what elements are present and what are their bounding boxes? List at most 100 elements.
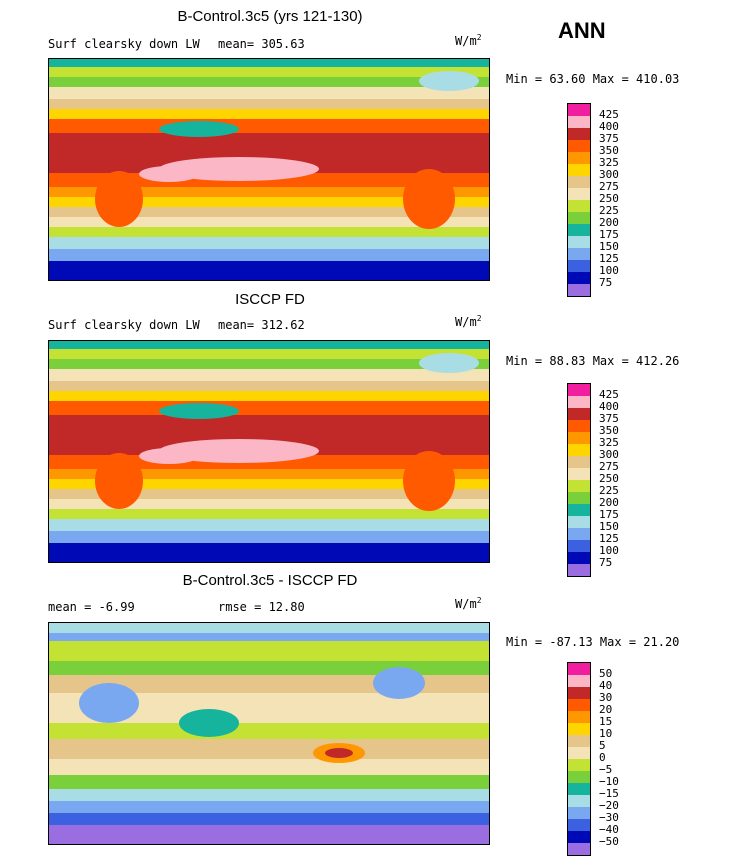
colorbar-tick-label: 200 [599,216,619,229]
colorbar-swatch [568,188,590,200]
field-band [49,739,489,759]
colorbar-tick-label: 40 [599,679,613,692]
colorbar-swatch [568,128,590,140]
colorbar-tick-label: 275 [599,180,619,193]
field-feature [159,403,239,419]
field-band [49,633,489,641]
field-band [49,531,489,543]
panel-2-variable-label: Surf clearsky down LW [48,318,200,332]
colorbar-swatch [568,384,590,396]
panel-1-map [48,58,490,281]
field-band [49,359,489,369]
colorbar-swatch [568,212,590,224]
field-band [49,341,489,349]
field-band [49,207,489,217]
colorbar-tick-label: −15 [599,787,619,800]
field-band [49,187,489,197]
colorbar-swatch [568,723,590,735]
colorbar-tick-label: 150 [599,520,619,533]
colorbar-swatch [568,456,590,468]
field-band [49,723,489,739]
field-feature [159,157,319,181]
field-band [49,109,489,119]
colorbar-swatch [568,432,590,444]
panel-1-minmax: Min = 63.60 Max = 410.03 [506,72,680,86]
field-band [49,227,489,237]
colorbar-swatch [568,540,590,552]
colorbar-tick-label: 375 [599,132,619,145]
colorbar-tick-label: 275 [599,460,619,473]
field-band [49,775,489,789]
field-band [49,489,489,499]
field-feature [325,748,353,758]
field-band [49,801,489,813]
colorbar-swatch [568,564,590,576]
colorbar-tick-label: 175 [599,228,619,241]
colorbar-tick-label: 50 [599,667,613,680]
colorbar-tick-label: −50 [599,835,619,848]
field-band [49,509,489,519]
colorbar-swatch [568,759,590,771]
colorbar-swatch [568,843,590,855]
colorbar-tick-label: 5 [599,739,606,752]
colorbar-tick-label: 150 [599,240,619,253]
colorbar-tick-label: 225 [599,204,619,217]
colorbar-swatch [568,116,590,128]
colorbar-tick-label: 425 [599,388,619,401]
colorbar-swatch [568,408,590,420]
panel-2-map [48,340,490,563]
colorbar-swatch [568,711,590,723]
colorbar-tick-label: 125 [599,532,619,545]
panel-1-title: B-Control.3c5 (yrs 121-130) [177,8,363,25]
colorbar-tick-label: 0 [599,751,606,764]
colorbar-swatch [568,224,590,236]
colorbar-tick-label: 125 [599,252,619,265]
colorbar-swatch [568,396,590,408]
field-band [49,369,489,381]
season-label: ANN [558,18,606,43]
colorbar-swatch [568,492,590,504]
colorbar-swatch [568,200,590,212]
colorbar-swatch [568,687,590,699]
colorbar-tick-label: −10 [599,775,619,788]
field-feature [419,353,479,373]
field-feature [373,667,425,699]
colorbar-tick-label: 250 [599,472,619,485]
colorbar-swatch [568,284,590,296]
colorbar-swatch [568,675,590,687]
colorbar-swatch [568,663,590,675]
colorbar-swatch [568,236,590,248]
field-feature [95,453,143,509]
colorbar-swatch [568,164,590,176]
field-band [49,479,489,489]
field-band [49,641,489,661]
colorbar-tick-label: −20 [599,799,619,812]
colorbar-swatch [568,480,590,492]
colorbar-tick-label: 30 [599,691,613,704]
colorbar-tick-label: 15 [599,715,613,728]
colorbar-swatch [568,552,590,564]
field-band [49,499,489,509]
panel-3-minmax: Min = -87.13 Max = 21.20 [506,635,680,649]
panel-2-units: W/m2 [455,314,482,329]
field-band [49,543,489,561]
field-band [49,249,489,261]
field-band [49,789,489,801]
colorbar-tick-label: 10 [599,727,613,740]
colorbar-swatch [568,140,590,152]
field-band [49,623,489,633]
colorbar-tick-label: 350 [599,424,619,437]
colorbar-swatch [568,819,590,831]
field-band [49,99,489,109]
colorbar-tick-label: 350 [599,144,619,157]
field-band [49,279,489,280]
colorbar-swatch [568,248,590,260]
field-feature [139,448,199,464]
panel-1-units: W/m2 [455,33,482,48]
field-band [49,119,489,133]
colorbar-tick-label: 400 [599,400,619,413]
colorbar-swatch [568,831,590,843]
field-feature [95,171,143,227]
colorbar-swatch [568,516,590,528]
field-band [49,237,489,249]
